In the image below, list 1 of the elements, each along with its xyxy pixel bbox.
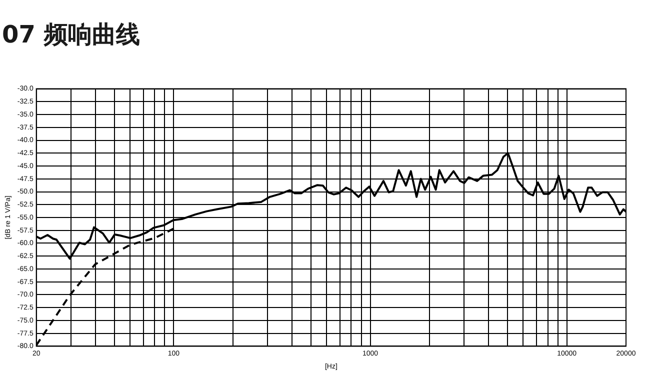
chart-title: 07 频响曲线: [2, 20, 140, 49]
